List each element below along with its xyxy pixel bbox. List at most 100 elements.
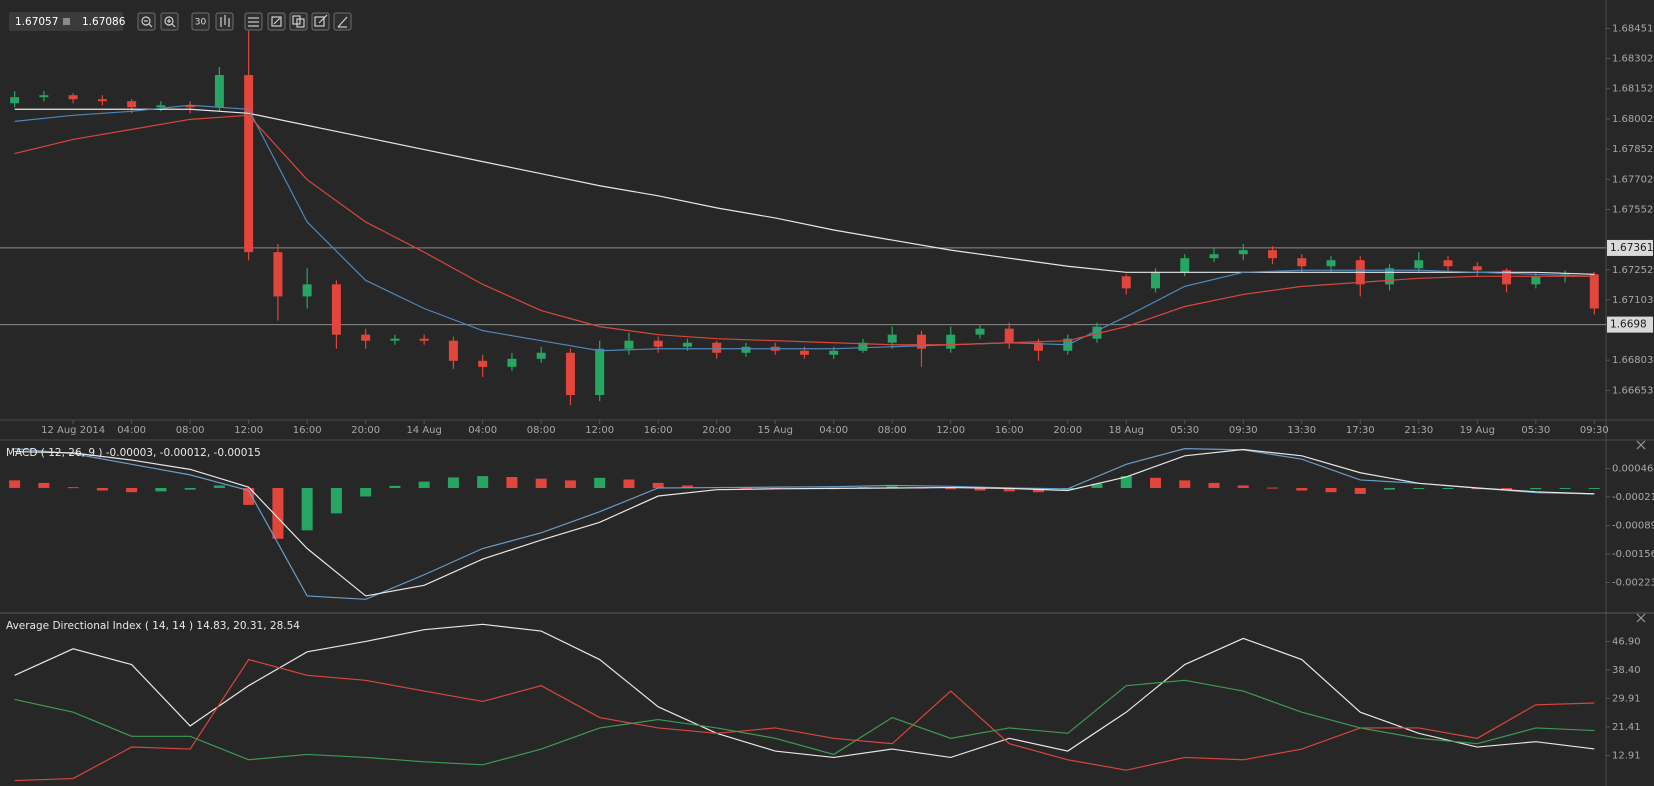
indicator-line — [14, 623, 1595, 759]
ask-price: 1.67086 — [82, 16, 126, 28]
histogram-bar — [1179, 480, 1191, 488]
histogram-bar — [1237, 485, 1249, 488]
histogram-bar — [1501, 487, 1513, 491]
candle-body — [419, 338, 429, 341]
draw-button[interactable] — [333, 12, 352, 31]
moving-average — [14, 108, 1595, 275]
interval-button[interactable]: 30 — [191, 12, 210, 31]
y-tick-label: -0.00021 — [1612, 492, 1654, 503]
x-tick-label: 05:30 — [1170, 425, 1199, 436]
histogram-bar — [1559, 487, 1571, 489]
panel-title: MACD ( 12, 26, 9 ) -0.00003, -0.00012, -… — [6, 447, 261, 459]
histogram-bar — [1003, 487, 1015, 492]
level-label-box — [1607, 239, 1653, 256]
indicators-button[interactable] — [244, 12, 263, 31]
y-tick-label: 1.68002 — [1612, 114, 1653, 125]
level-label: 1.67361 — [1610, 242, 1653, 254]
histogram-bar — [1442, 487, 1454, 489]
candle-body — [1121, 276, 1131, 289]
candle-body — [741, 346, 751, 353]
y-tick-label: -0.00089 — [1612, 521, 1654, 532]
toolbar: 1.67057 1.67086 30 — [9, 12, 352, 31]
y-tick-label: 29.91 — [1612, 693, 1641, 704]
y-tick-label: 1.67702 — [1612, 174, 1653, 185]
close-button[interactable] — [1636, 440, 1646, 450]
candle-body — [10, 97, 20, 104]
x-tick-label: 04:00 — [117, 425, 146, 436]
close-button[interactable] — [1636, 613, 1646, 623]
level-label: 1.6698 — [1610, 319, 1647, 331]
histogram-bar — [447, 477, 459, 488]
histogram-bar — [96, 487, 108, 491]
moving-average — [14, 114, 1595, 346]
macd-line — [14, 448, 1595, 600]
histogram-bar — [360, 487, 372, 497]
x-tick-label: 14 Aug — [406, 425, 441, 436]
candle-body — [1033, 342, 1043, 351]
histogram-bar — [1325, 487, 1337, 493]
candle-body — [390, 338, 400, 341]
candle-body — [1472, 266, 1482, 271]
histogram-bar — [945, 487, 957, 490]
y-tick-label: 21.41 — [1612, 722, 1641, 733]
candle-body — [244, 75, 254, 253]
candle-body — [829, 350, 839, 355]
x-tick-label: 16:00 — [995, 425, 1024, 436]
histogram-bar — [243, 487, 255, 505]
candle-body — [712, 342, 722, 353]
histogram-bar — [1530, 487, 1542, 490]
x-tick-label: 09:30 — [1229, 425, 1258, 436]
chart-type-button[interactable] — [215, 12, 234, 31]
fullscreen-button[interactable] — [267, 12, 286, 31]
candle-body — [624, 340, 634, 349]
candle-body — [1238, 250, 1248, 255]
candle-body — [1297, 258, 1307, 267]
histogram-bar — [535, 478, 547, 488]
histogram-bar — [974, 487, 986, 491]
x-tick-label: 12:00 — [936, 425, 965, 436]
candle-body — [1589, 274, 1599, 309]
histogram-bar — [126, 487, 138, 493]
histogram-bar — [389, 485, 401, 488]
x-tick-label: 08:00 — [527, 425, 556, 436]
level-label-box — [1607, 316, 1653, 333]
histogram-bar — [301, 487, 313, 531]
histogram-bar — [184, 487, 196, 490]
x-tick-label: 20:00 — [1053, 425, 1082, 436]
edit-button[interactable] — [311, 12, 330, 31]
histogram-bar — [1384, 487, 1396, 490]
indicator-line — [14, 679, 1595, 766]
x-tick-label: 04:00 — [468, 425, 497, 436]
x-tick-label: 09:30 — [1580, 425, 1609, 436]
candle-body — [214, 75, 224, 108]
histogram-bar — [1032, 487, 1044, 493]
candle-body — [1268, 250, 1278, 259]
y-tick-label: 38.40 — [1612, 665, 1641, 676]
histogram-bar — [418, 481, 430, 488]
histogram-bar — [155, 487, 167, 492]
x-tick-label: 20:00 — [351, 425, 380, 436]
candle-body — [185, 105, 195, 108]
candle-body — [536, 352, 546, 359]
y-tick-label: 1.67852 — [1612, 144, 1653, 155]
histogram-bar — [38, 482, 50, 488]
candle-body — [1151, 272, 1161, 289]
candle-body — [565, 352, 575, 396]
candle-body — [1414, 260, 1424, 269]
histogram-bar — [564, 480, 576, 488]
copy-button[interactable] — [289, 12, 308, 31]
candle-body — [127, 101, 137, 108]
y-tick-label: 0.00046 — [1612, 464, 1653, 475]
histogram-bar — [594, 477, 606, 488]
zoom-in-button[interactable] — [160, 12, 179, 31]
histogram-bar — [1208, 482, 1220, 488]
histogram-bar — [652, 482, 664, 488]
x-tick-label: 12:00 — [234, 425, 263, 436]
candle-body — [302, 284, 312, 297]
candle-body — [39, 95, 49, 98]
candle-body — [799, 350, 809, 355]
zoom-out-button[interactable] — [137, 12, 156, 31]
candle-body — [1326, 260, 1336, 267]
histogram-bar — [1120, 476, 1132, 488]
x-tick-label: 18 Aug — [1109, 425, 1144, 436]
